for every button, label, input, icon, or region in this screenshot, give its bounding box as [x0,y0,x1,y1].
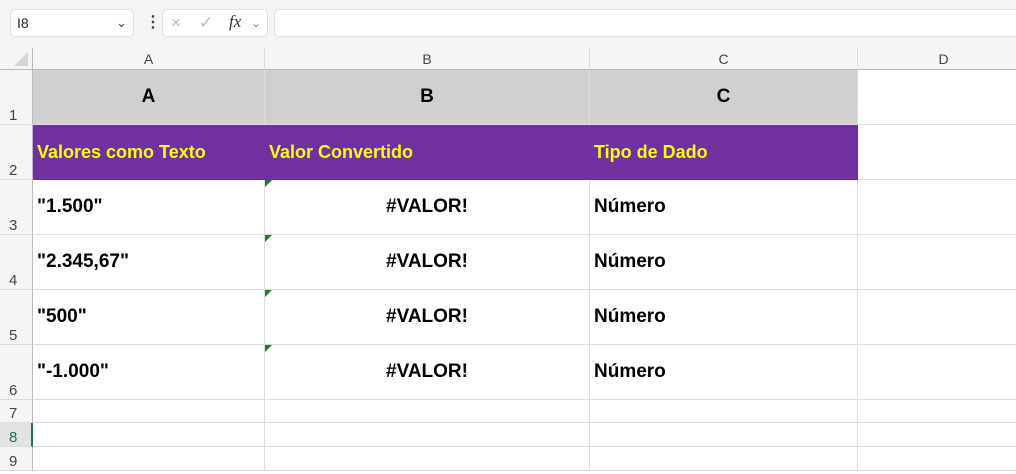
row-number: 4 [9,272,18,289]
cell-C1[interactable]: C [590,70,858,125]
cell-B2[interactable]: Valor Convertido [265,125,590,180]
cell-C4[interactable]: Número [590,235,858,290]
cell-B8[interactable] [265,423,590,447]
row-header-7[interactable]: 7 [0,400,33,423]
cancel-icon[interactable]: × [171,13,181,32]
row-header-1[interactable]: 1 [0,70,33,125]
cell-D2[interactable] [858,125,1016,180]
row-header-5[interactable]: 5 [0,290,33,345]
column-header-B[interactable]: B [265,48,590,70]
row-number: 2 [9,162,18,179]
cell-D1[interactable] [858,70,1016,125]
column-header-C[interactable]: C [590,48,858,70]
cell-A7[interactable] [33,400,265,423]
row-number: 3 [9,217,18,234]
formula-buttons: × ✓ fx ⌄ [162,9,268,37]
row-number: 5 [9,327,18,344]
cell-C6[interactable]: Número [590,345,858,400]
row-number: 9 [9,453,18,470]
cell-C2[interactable]: Tipo de Dado [590,125,858,180]
error-indicator-icon[interactable] [265,345,272,352]
column-header-A[interactable]: A [33,48,265,70]
row-header-6[interactable]: 6 [0,345,33,400]
cell-D4[interactable] [858,235,1016,290]
cell-A3[interactable]: "1.500" [33,180,265,235]
row-header-9[interactable]: 9 [0,447,33,471]
formula-toolbar: I8 ⌄ ⋮ × ✓ fx ⌄ [0,0,1016,48]
select-all-button[interactable] [0,48,33,70]
cell-D3[interactable] [858,180,1016,235]
error-indicator-icon[interactable] [265,235,272,242]
cell-D8[interactable] [858,423,1016,447]
formula-input[interactable] [274,9,1016,37]
cell-B9[interactable] [265,447,590,471]
row-header-8[interactable]: 8 [0,423,33,447]
cell-D7[interactable] [858,400,1016,423]
row-number: 8 [9,429,18,446]
row-header-3[interactable]: 3 [0,180,33,235]
column-header-D[interactable]: D [858,48,1016,70]
cell-B6[interactable]: #VALOR! [265,345,590,400]
row-number: 7 [9,405,18,422]
cell-B3[interactable]: #VALOR! [265,180,590,235]
name-box-value: I8 [17,15,29,31]
cell-A5[interactable]: "500" [33,290,265,345]
cell-A1[interactable]: A [33,70,265,125]
chevron-down-icon[interactable]: ⌄ [251,16,262,30]
cell-A2[interactable]: Valores como Texto [33,125,265,180]
cell-B4[interactable]: #VALOR! [265,235,590,290]
cell-B5[interactable]: #VALOR! [265,290,590,345]
row-header-4[interactable]: 4 [0,235,33,290]
cell-A8[interactable] [33,423,265,447]
more-options-icon[interactable]: ⋮ [145,14,161,31]
cell-D5[interactable] [858,290,1016,345]
cell-C9[interactable] [590,447,858,471]
cell-C3[interactable]: Número [590,180,858,235]
fx-icon[interactable]: fx [229,12,242,31]
cell-B7[interactable] [265,400,590,423]
cell-D9[interactable] [858,447,1016,471]
row-header-2[interactable]: 2 [0,125,33,180]
enter-icon[interactable]: ✓ [199,13,214,32]
row-number: 1 [9,107,18,124]
chevron-down-icon[interactable]: ⌄ [116,15,127,30]
cell-B1[interactable]: B [265,70,590,125]
cell-C8[interactable] [590,423,858,447]
cell-C5[interactable]: Número [590,290,858,345]
cell-C7[interactable] [590,400,858,423]
error-indicator-icon[interactable] [265,290,272,297]
cell-A6[interactable]: "-1.000" [33,345,265,400]
name-box[interactable]: I8 ⌄ [10,9,134,37]
cell-A9[interactable] [33,447,265,471]
error-indicator-icon[interactable] [265,180,272,187]
cell-D6[interactable] [858,345,1016,400]
row-number: 6 [9,382,18,399]
cell-A4[interactable]: "2.345,67" [33,235,265,290]
